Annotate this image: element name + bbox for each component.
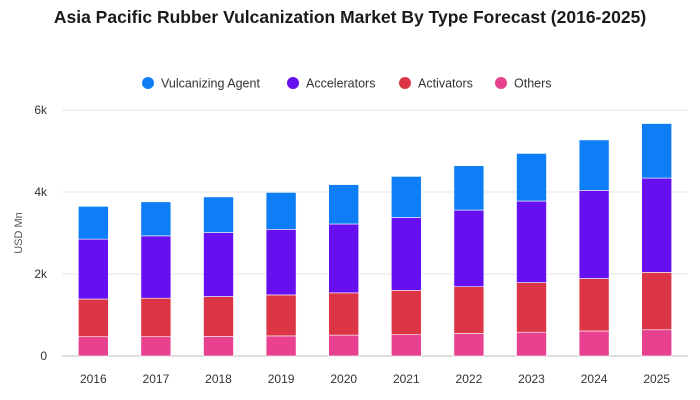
y-axis-title: USD Mn	[13, 212, 25, 254]
bar-segment	[328, 184, 360, 225]
bar-segment	[265, 229, 297, 296]
bar-segment	[203, 296, 234, 337]
x-tick-label: 2022	[456, 372, 483, 386]
y-tick-label: 4k	[34, 185, 48, 199]
bar-segment	[578, 190, 610, 279]
bar-segment	[328, 292, 360, 336]
bar-segment	[203, 196, 234, 233]
bar-segment	[453, 286, 485, 334]
bar-segment	[78, 238, 109, 300]
bar-segment	[78, 298, 109, 338]
x-tick-label: 2021	[393, 372, 420, 386]
bar-segment	[453, 209, 485, 288]
x-tick-label: 2018	[205, 372, 232, 386]
bar-segment	[641, 177, 673, 273]
bar-segment	[516, 282, 547, 333]
legend-marker	[287, 77, 299, 89]
bar-segment	[516, 200, 547, 283]
y-tick-label: 6k	[34, 103, 48, 117]
bar-segment	[578, 330, 610, 357]
bar-segment	[390, 217, 422, 291]
bar-segment	[390, 176, 422, 218]
x-tick-label: 2019	[268, 372, 295, 386]
legend-label: Others	[514, 77, 552, 91]
legend-marker	[399, 77, 411, 89]
bar-segment	[203, 232, 234, 297]
x-tick-label: 2025	[643, 372, 670, 386]
legend-label: Vulcanizing Agent	[161, 77, 260, 91]
bar-segment	[516, 153, 547, 202]
chart-title: Asia Pacific Rubber Vulcanization Market…	[53, 7, 647, 27]
bar-segment	[390, 290, 422, 335]
bar-segment	[453, 165, 485, 211]
y-tick-label: 2k	[34, 267, 48, 281]
bar-segment	[140, 336, 172, 357]
bar-segment	[328, 223, 360, 294]
legend-marker	[142, 77, 154, 89]
legend-label: Accelerators	[306, 77, 375, 91]
bar-segment	[203, 336, 234, 357]
bar-segment	[328, 334, 360, 357]
x-tick-label: 2017	[143, 372, 170, 386]
bar-segment	[516, 331, 547, 357]
bar-segment	[265, 294, 297, 337]
bar-segment	[265, 335, 297, 357]
bar-segment	[78, 206, 109, 240]
legend-label: Activators	[418, 77, 473, 91]
bar-segment	[140, 201, 172, 237]
legend-marker	[495, 77, 507, 89]
x-tick-label: 2020	[330, 372, 357, 386]
y-tick-label: 0	[40, 349, 47, 363]
x-tick-label: 2024	[581, 372, 608, 386]
bar-segment	[140, 235, 172, 299]
bar-segment	[578, 278, 610, 332]
x-tick-label: 2023	[518, 372, 545, 386]
bar-segment	[265, 192, 297, 230]
bar-segment	[78, 336, 109, 357]
bar-segment	[641, 123, 673, 179]
bar-segment	[453, 333, 485, 357]
bar-segment	[140, 297, 172, 338]
x-tick-label: 2016	[80, 372, 107, 386]
bar-segment	[641, 272, 673, 331]
bar-segment	[578, 139, 610, 191]
bar-segment	[641, 329, 673, 357]
bar-segment	[390, 334, 422, 357]
